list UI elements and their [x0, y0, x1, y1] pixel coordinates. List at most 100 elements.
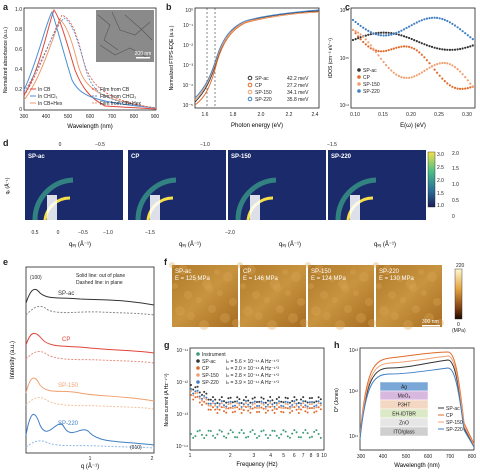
afm-texture	[172, 283, 178, 289]
e-xtick: 2	[151, 456, 154, 462]
g-data-point	[258, 400, 261, 403]
g-data-point	[225, 401, 228, 404]
afm-texture	[178, 265, 188, 275]
g-data-point	[196, 389, 199, 392]
b-ytick: 10⁻¹	[183, 23, 193, 29]
g-data-point	[280, 400, 283, 403]
c-data-point	[443, 18, 446, 21]
g-data-point	[297, 406, 300, 408]
g-data-point	[319, 404, 322, 407]
g-data-point	[242, 405, 245, 408]
g-data-point	[229, 402, 232, 405]
c-data-point	[392, 32, 395, 36]
g-data-point	[313, 405, 316, 408]
a-xtick: 800	[130, 114, 139, 120]
g-data-point	[313, 411, 316, 414]
g-data-point	[236, 400, 239, 403]
g-data-point	[240, 412, 243, 414]
g-data-point	[275, 408, 278, 410]
a-xtick: 500	[64, 114, 73, 120]
c-ytick: 10¹⁵	[340, 56, 349, 62]
c-data-point	[369, 31, 372, 34]
b-xtick: 2.2	[286, 112, 293, 118]
g-legend-name: SP-220	[202, 380, 219, 386]
g-data-point	[209, 408, 212, 411]
panel-g: g 10⁻¹¹ 10⁻¹² 10⁻¹³ 10⁻¹⁴ 1 2 3 4 5 6 7 8 9 10 Fr…	[160, 338, 330, 471]
a-legend-right: Film from CB+Hex	[100, 101, 141, 107]
g-data-point	[280, 406, 283, 409]
g-data-point	[225, 436, 228, 439]
giwaxs-arc	[135, 177, 177, 221]
panel-d-label: d	[3, 138, 9, 148]
g-data-point	[220, 430, 223, 433]
device-layer	[379, 426, 429, 437]
c-data-point	[405, 36, 408, 39]
g-data-point	[293, 429, 296, 432]
g-data-point	[214, 408, 217, 411]
g-data-point	[286, 407, 289, 410]
afm-texture	[403, 320, 413, 330]
c-data-point	[382, 50, 385, 53]
g-data-point	[212, 434, 214, 437]
c-xtick: 0.15	[378, 112, 388, 118]
panel-b-plot: 10⁻⁵ 10⁻⁴ 10⁻³ 10⁻² 10⁻¹ 10⁰ 1.6 1.8 2.0…	[169, 7, 320, 129]
d-xlabel: qₓᵧ (Å⁻¹)	[179, 241, 201, 248]
e-xlabel: q (Å⁻¹)	[81, 463, 99, 470]
f-cbar-top: 220	[456, 263, 465, 269]
b-ytick: 10⁻²	[183, 43, 193, 49]
g-data-point	[289, 407, 291, 410]
g-data-point	[260, 400, 263, 403]
c-data-point	[390, 33, 393, 36]
afm-texture	[276, 305, 284, 313]
c-data-point	[448, 48, 451, 52]
c-data-point	[369, 44, 372, 47]
g-data-point	[231, 407, 234, 410]
panel-g-label: g	[164, 340, 170, 350]
g-data-point	[220, 402, 223, 405]
c-data-point	[461, 30, 464, 33]
afm-texture	[329, 276, 335, 282]
c-data-point	[433, 64, 436, 67]
g-data-point	[260, 406, 263, 409]
g-data-point	[238, 408, 241, 411]
c-data-point	[466, 34, 469, 37]
b-xtick: 1.8	[230, 112, 237, 118]
afm-texture	[323, 312, 331, 320]
g-data-point	[240, 429, 243, 431]
c-data-point	[379, 31, 383, 34]
g-xtick: 7	[302, 453, 305, 459]
g-data-point	[306, 401, 309, 404]
g-data-point	[273, 407, 276, 410]
giwaxs-tile	[25, 150, 123, 220]
g-data-point	[207, 429, 210, 432]
g-data-point	[242, 432, 245, 435]
c-data-point	[364, 38, 367, 41]
c-data-point	[387, 31, 390, 34]
g-data-point	[282, 407, 285, 410]
g-data-point	[198, 429, 201, 432]
g-data-point	[194, 392, 197, 395]
g-data-point	[271, 405, 274, 408]
c-data-point	[469, 82, 472, 85]
afm-texture	[368, 319, 376, 327]
g-data-point	[260, 430, 263, 433]
g-data-point	[317, 433, 320, 435]
g-data-point	[269, 406, 272, 408]
g-data-point	[256, 436, 258, 439]
g-data-point	[258, 410, 261, 413]
g-data-point	[256, 405, 258, 407]
c-data-point	[374, 50, 378, 54]
a-ytick: 0.4	[15, 67, 22, 73]
g-xtick: 9	[317, 453, 320, 459]
g-data-point	[317, 400, 320, 403]
panel-h-plot: Ag MoO₃ P3HT EH-IDTBR ZnO ITO/glass 10¹³ 10¹²…	[334, 347, 476, 469]
c-data-point	[438, 62, 441, 65]
g-data-point	[198, 397, 201, 400]
g-data-point	[245, 396, 247, 398]
d-ytick: 1.0	[452, 182, 459, 188]
d-ylabel: qₓ (Å⁻¹)	[4, 177, 11, 194]
g-data-point	[315, 404, 318, 407]
g-data-point	[229, 400, 232, 403]
c-data-point	[464, 46, 467, 49]
